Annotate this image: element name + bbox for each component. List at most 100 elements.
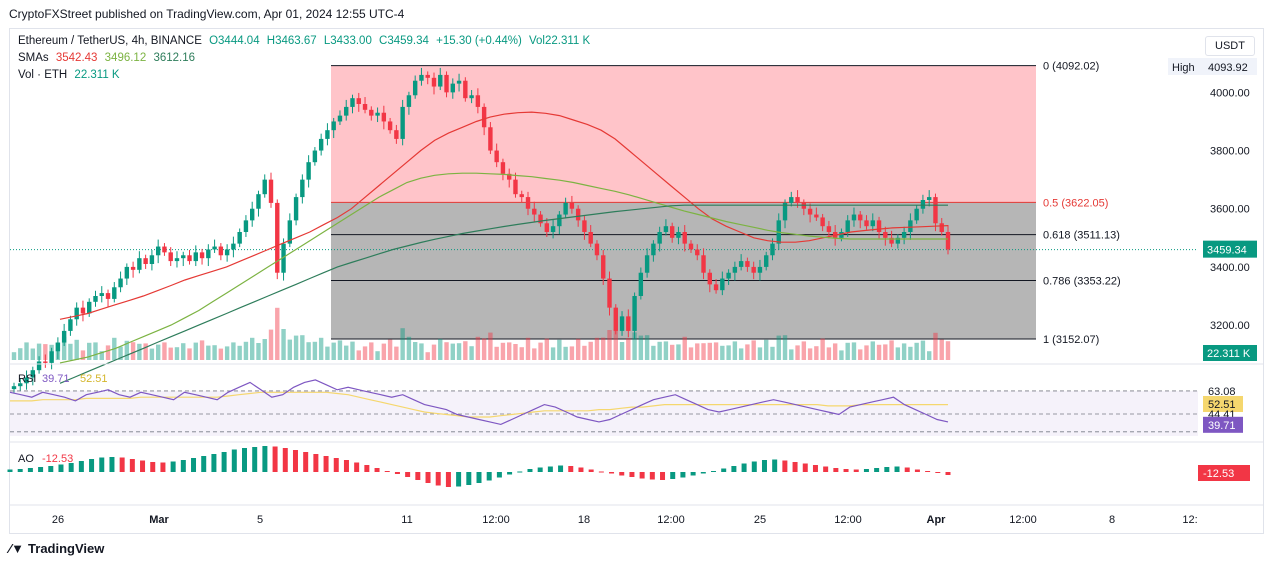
candle-body <box>939 223 944 232</box>
ao-tag-bg <box>1198 465 1250 481</box>
ao-bar <box>48 466 54 472</box>
candle-body <box>513 179 518 195</box>
candle-body <box>764 255 769 267</box>
candle-body <box>181 255 186 259</box>
candle-body <box>281 243 286 273</box>
volume-bar <box>507 342 512 360</box>
candle-body <box>858 214 863 221</box>
volume-bar <box>105 345 111 360</box>
open-value: O3444.04 <box>209 35 260 47</box>
candle-body <box>557 214 562 227</box>
volume-bar <box>36 343 42 360</box>
volume-bar <box>155 344 161 360</box>
ao-bar <box>711 471 716 472</box>
volume-bar <box>256 343 261 360</box>
ao-label: AO <box>18 453 34 465</box>
volume-bar <box>481 338 487 360</box>
candle-body <box>619 316 625 331</box>
candle-body <box>362 104 368 110</box>
ao-bar <box>170 461 176 472</box>
volume-bar <box>369 342 374 360</box>
volume-bar <box>914 342 919 360</box>
candle-body <box>250 208 255 221</box>
currency-unit-button[interactable]: USDT <box>1205 36 1255 56</box>
volume-bar <box>412 342 418 360</box>
candle-body <box>306 162 311 180</box>
volume-bar <box>463 341 468 360</box>
volume-bar <box>738 348 744 360</box>
fib-zone-upper <box>331 65 1036 203</box>
ao-bar <box>721 468 727 472</box>
volume-bar <box>74 339 79 360</box>
ao-bar <box>751 461 757 472</box>
volume-bar <box>669 344 675 360</box>
volume-bar <box>644 335 650 360</box>
candle-body <box>318 138 324 151</box>
ao-bar <box>129 459 135 472</box>
tradingview-footer: ⁄▼ TradingView <box>9 541 104 556</box>
volume-bar <box>287 339 293 360</box>
ao-bar <box>211 454 217 472</box>
volume-bar <box>450 343 455 360</box>
sma3-value: 3612.16 <box>153 52 196 64</box>
ao-bar <box>150 462 156 472</box>
candle-body <box>55 342 61 352</box>
volume-bar <box>908 346 913 360</box>
candle-body <box>30 370 36 378</box>
ao-bar <box>313 454 319 472</box>
candle-body <box>933 197 938 224</box>
candle-body <box>901 232 907 238</box>
ao-bar <box>160 462 166 472</box>
ao-bar <box>68 463 74 472</box>
rsi-ma-tag: 52.51 <box>1208 399 1236 411</box>
ao-value: -12.53 <box>42 453 73 465</box>
candle-body <box>118 278 123 288</box>
candle-body <box>826 226 832 232</box>
candle-body <box>663 226 669 232</box>
time-tick-label: 8 <box>1109 514 1115 526</box>
ao-bar <box>323 456 329 472</box>
candle-body <box>350 98 355 107</box>
sma-legend: SMAs 3542.43 3496.12 3612.16 <box>18 52 199 64</box>
volume-bar <box>30 348 36 360</box>
volume-bar <box>663 341 669 360</box>
volume-bar <box>137 343 142 360</box>
ao-bar <box>894 466 900 472</box>
ao-bar <box>731 466 737 472</box>
price-axis: 4000.00 3800.00 3600.00 3400.00 3200.00 High 4… <box>10 58 1264 506</box>
candle-body <box>224 249 230 256</box>
volume-bar <box>118 346 123 360</box>
candle-body <box>149 255 155 264</box>
rsi-ma-line <box>10 391 948 418</box>
candle-body <box>770 243 775 256</box>
tradingview-logo-icon: ⁄▼ <box>9 541 25 556</box>
candle-body <box>24 377 29 384</box>
ao-bar <box>874 468 880 472</box>
volume-bar <box>594 337 600 360</box>
candle-body <box>864 220 869 227</box>
ao-bar <box>78 461 84 472</box>
candle-body <box>845 220 850 232</box>
candle-body <box>695 249 700 256</box>
volume-bar <box>632 332 637 360</box>
ao-bar <box>242 448 247 472</box>
candle-body <box>74 307 79 320</box>
volume-bar <box>11 352 17 360</box>
time-tick-label: Apr <box>927 514 947 526</box>
ao-bar <box>649 472 655 480</box>
rsi-ma-value: 52.51 <box>80 373 108 385</box>
volume-bar <box>218 348 224 360</box>
candle-body <box>726 272 731 279</box>
rsi-line <box>9 379 949 426</box>
candle-body <box>870 220 875 227</box>
candle-body <box>231 243 236 250</box>
candle-body <box>707 272 712 285</box>
symbol-legend: Ethereum / TetherUS, 4h, BINANCE O3444.0… <box>18 35 594 47</box>
time-tick-label: 12:00 <box>1009 514 1037 526</box>
candle-body <box>569 202 575 209</box>
ao-bar <box>38 467 44 472</box>
ao-bar <box>374 468 380 472</box>
high-value: 4093.92 <box>1208 62 1248 74</box>
volume-bar <box>745 344 750 360</box>
